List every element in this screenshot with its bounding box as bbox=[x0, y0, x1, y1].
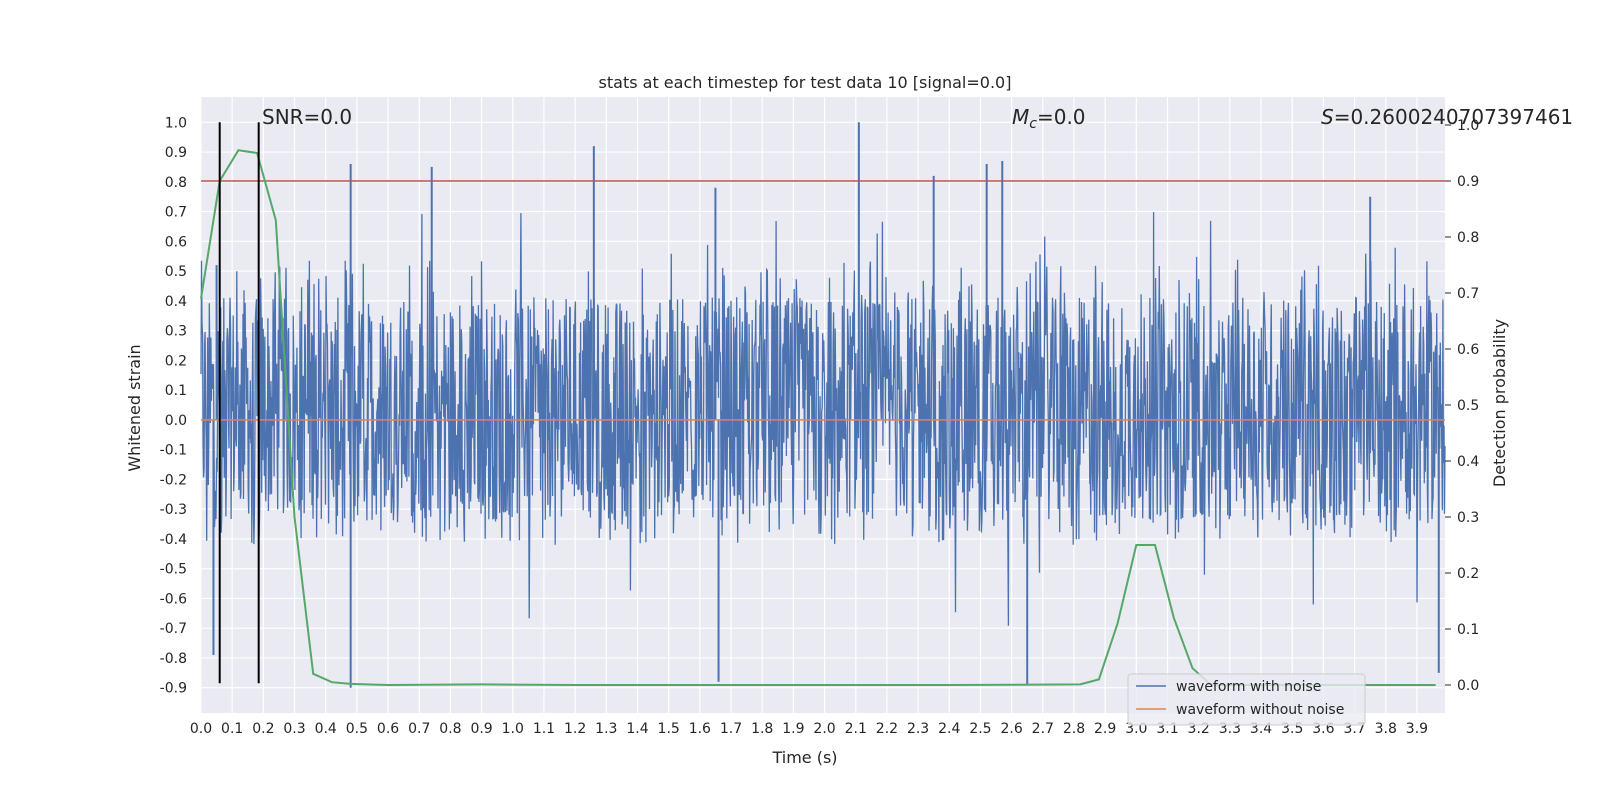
x-tick-label: 1.3 bbox=[595, 721, 617, 737]
y2-tick-label: 0.5 bbox=[1457, 398, 1479, 414]
x-tick-label: 0.1 bbox=[221, 721, 243, 737]
y-tick-labels: -0.9 -0.8 -0.7 -0.6 -0.5 -0.4 -0.3 -0.2 -0.1 0.0 0… bbox=[160, 115, 187, 696]
y2-tick-label: 0.7 bbox=[1457, 286, 1479, 302]
x-tick-label: 2.3 bbox=[907, 721, 929, 737]
y2-tick-label: 0.4 bbox=[1457, 454, 1479, 470]
y-tick-label: -0.8 bbox=[160, 651, 187, 667]
chirp-mass-annotation: Mc=0.0 bbox=[1012, 105, 1086, 132]
y-tick-label: 0.3 bbox=[165, 324, 187, 340]
x-tick-label: 0.6 bbox=[377, 721, 399, 737]
y-tick-label: -0.9 bbox=[160, 681, 187, 697]
x-axis-label: Time (s) bbox=[771, 748, 837, 767]
vertical-markers bbox=[218, 122, 260, 684]
x-tick-label: 0.3 bbox=[283, 721, 305, 737]
s-value: =0.2600240707397461 bbox=[1334, 105, 1573, 129]
snr-annotation: SNR=0.0 bbox=[262, 105, 352, 129]
x-tick-label: 2.2 bbox=[876, 721, 898, 737]
noise-waveform-series bbox=[200, 122, 1446, 688]
x-tick-label: 2.1 bbox=[845, 721, 867, 737]
y-tick-label: 0.7 bbox=[165, 205, 187, 221]
y2-tick-label: 0.9 bbox=[1457, 174, 1479, 190]
x-tick-label: 3.8 bbox=[1375, 721, 1397, 737]
x-tick-label: 1.4 bbox=[626, 721, 648, 737]
y-tick-label: -0.6 bbox=[160, 591, 187, 607]
mc-symbol: M bbox=[1012, 105, 1029, 129]
y-tick-label: 0.4 bbox=[165, 294, 187, 310]
y2-axis-label: Detection probability bbox=[1490, 319, 1509, 487]
y2-tick-label: 0.0 bbox=[1457, 678, 1479, 694]
y-tick-label: -0.1 bbox=[160, 443, 187, 459]
y2-tick-label: 0.1 bbox=[1457, 622, 1479, 638]
x-tick-label: 0.5 bbox=[346, 721, 368, 737]
y2-tick-label: 0.2 bbox=[1457, 566, 1479, 582]
x-tick-label: 3.9 bbox=[1406, 721, 1428, 737]
y-axis-label: Whitened strain bbox=[125, 344, 144, 471]
x-tick-label: 1.9 bbox=[782, 721, 804, 737]
x-tick-label: 0.8 bbox=[439, 721, 461, 737]
mc-subscript: c bbox=[1029, 116, 1037, 132]
y-tick-label: 1.0 bbox=[165, 115, 187, 131]
y-tick-label: 0.1 bbox=[165, 383, 187, 399]
x-tick-label: 0.2 bbox=[252, 721, 274, 737]
noise-trace bbox=[200, 211, 1446, 626]
s-symbol: S bbox=[1321, 105, 1334, 129]
x-tick-label: 2.8 bbox=[1063, 721, 1085, 737]
x-tick-label: 0.7 bbox=[408, 721, 430, 737]
x-tick-label: 2.5 bbox=[969, 721, 991, 737]
y2-tick-label: 0.3 bbox=[1457, 510, 1479, 526]
x-tick-label: 1.6 bbox=[689, 721, 711, 737]
y-tick-label: 0.6 bbox=[165, 234, 187, 250]
x-tick-label: 0.4 bbox=[315, 721, 337, 737]
x-tick-label: 2.6 bbox=[1000, 721, 1022, 737]
chart-title: stats at each timestep for test data 10 … bbox=[599, 73, 1012, 92]
y-tick-label: -0.2 bbox=[160, 472, 187, 488]
x-tick-label: 1.2 bbox=[564, 721, 586, 737]
s-annotation: S=0.2600240707397461 bbox=[1321, 105, 1573, 129]
x-tick-label: 1.0 bbox=[502, 721, 524, 737]
x-tick-label: 1.5 bbox=[658, 721, 680, 737]
y-tick-label: 0.9 bbox=[165, 145, 187, 161]
mc-value: =0.0 bbox=[1037, 105, 1086, 129]
legend: waveform with noise waveform without noi… bbox=[1127, 673, 1366, 726]
x-tick-label: 2.9 bbox=[1094, 721, 1116, 737]
x-tick-label: 1.1 bbox=[533, 721, 555, 737]
legend-label-noise: waveform with noise bbox=[1176, 679, 1321, 695]
y2-tick-label: 0.8 bbox=[1457, 230, 1479, 246]
y-tick-label: -0.5 bbox=[160, 562, 187, 578]
x-tick-label: 2.0 bbox=[813, 721, 835, 737]
y-tick-label: 0.2 bbox=[165, 353, 187, 369]
y-tick-label: 0.0 bbox=[165, 413, 187, 429]
y-tick-label: 0.8 bbox=[165, 175, 187, 191]
probability-line bbox=[200, 149, 1436, 687]
x-tick-label: 2.4 bbox=[938, 721, 960, 737]
y2-tick-label: 0.6 bbox=[1457, 342, 1479, 358]
x-tick-label: 0.0 bbox=[190, 721, 212, 737]
x-tick-label: 1.7 bbox=[720, 721, 742, 737]
x-tick-label: 0.9 bbox=[470, 721, 492, 737]
x-tick-label: 1.8 bbox=[751, 721, 773, 737]
legend-box bbox=[1127, 673, 1366, 726]
x-tick-label: 2.7 bbox=[1032, 721, 1054, 737]
y2-tick-label: 1.0 bbox=[1457, 118, 1479, 134]
y2-tick-labels: 0.0 0.1 0.2 0.3 0.4 0.5 0.6 0.7 0.8 0.9 1.0 bbox=[1445, 118, 1479, 694]
y-tick-label: 0.5 bbox=[165, 264, 187, 280]
y-tick-label: -0.4 bbox=[160, 532, 187, 548]
legend-label-clean: waveform without noise bbox=[1176, 702, 1344, 718]
probability-series bbox=[200, 149, 1445, 687]
y-tick-label: -0.3 bbox=[160, 502, 187, 518]
y-tick-label: -0.7 bbox=[160, 621, 187, 637]
